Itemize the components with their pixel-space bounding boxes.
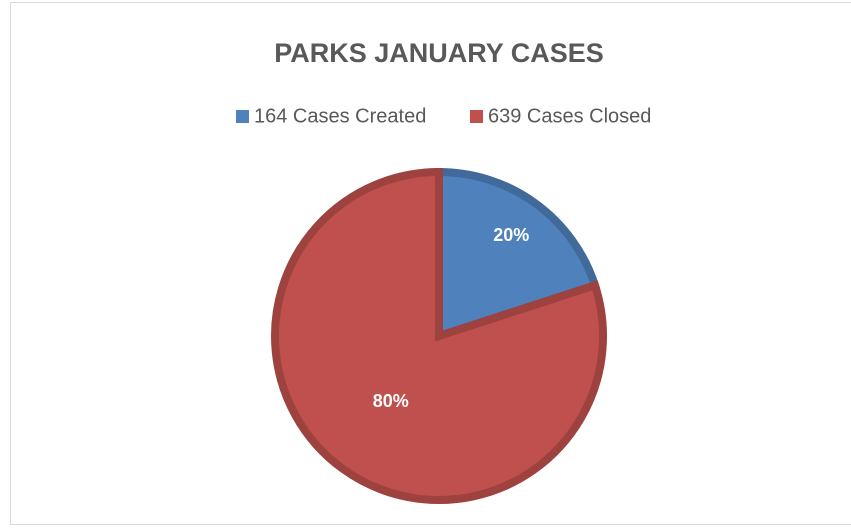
data-label: 80% <box>373 391 409 411</box>
legend-swatch <box>236 110 249 123</box>
legend-label: 164 Cases Created <box>254 105 426 127</box>
legend-label: 639 Cases Closed <box>488 105 651 127</box>
chart-title: PARKS JANUARY CASES <box>274 38 604 68</box>
data-label: 20% <box>493 225 529 245</box>
pie-slice <box>271 167 607 504</box>
legend-swatch <box>470 110 483 123</box>
